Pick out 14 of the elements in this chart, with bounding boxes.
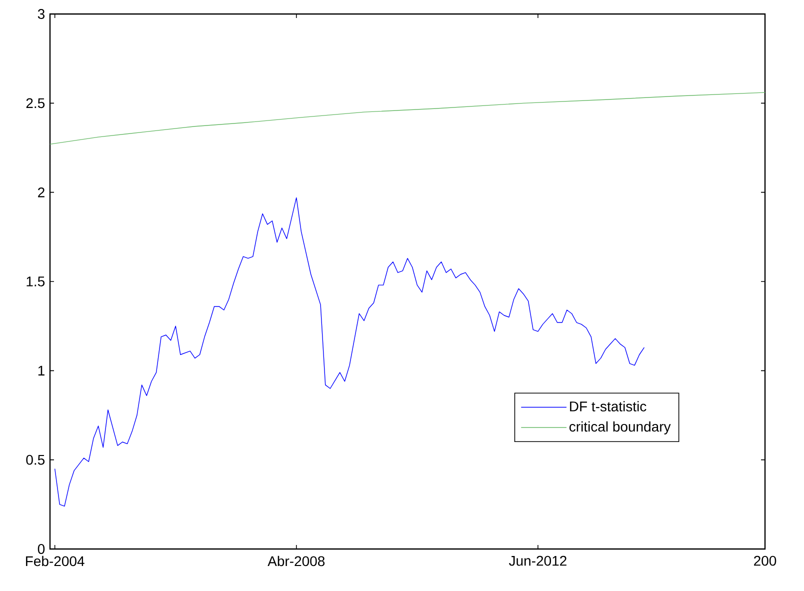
y-tick-label: 0 (38, 544, 45, 554)
legend-label: DF t-statistic (570, 401, 646, 412)
line-series (50, 92, 766, 145)
x-tick-label: Abr-2008 (268, 556, 325, 566)
y-tick-label: 2.5 (26, 98, 45, 108)
x-tick-label: Jun-2012 (508, 556, 566, 566)
y-tick-label: 1.5 (26, 276, 45, 286)
x-tick-label: 200 (754, 556, 776, 566)
legend-label: critical boundary (569, 421, 671, 434)
y-tick-label: 0.5 (26, 454, 45, 465)
y-tick-label: 2 (38, 187, 44, 198)
y-tick-label: 1 (38, 366, 44, 376)
y-tick-label: 3 (38, 9, 45, 19)
x-tick-label: Feb-2004 (26, 556, 84, 566)
